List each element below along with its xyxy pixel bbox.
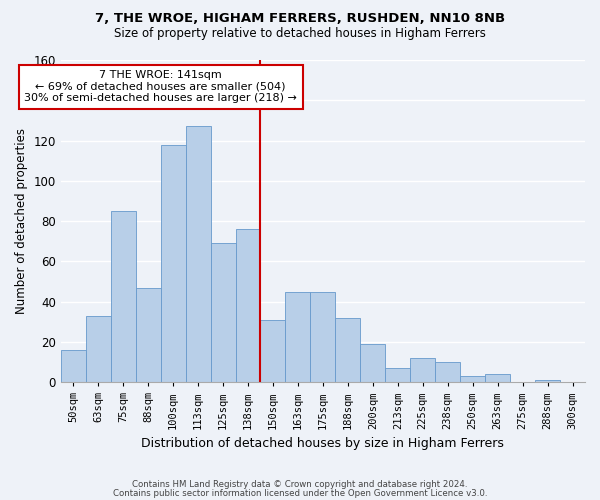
Bar xyxy=(460,376,485,382)
Bar xyxy=(236,229,260,382)
Bar xyxy=(111,211,136,382)
Bar xyxy=(161,144,185,382)
Text: Contains public sector information licensed under the Open Government Licence v3: Contains public sector information licen… xyxy=(113,488,487,498)
Text: Size of property relative to detached houses in Higham Ferrers: Size of property relative to detached ho… xyxy=(114,28,486,40)
Bar xyxy=(86,316,111,382)
Bar xyxy=(435,362,460,382)
Bar xyxy=(286,292,310,382)
Bar xyxy=(485,374,510,382)
Bar xyxy=(211,243,236,382)
Text: 7 THE WROE: 141sqm
← 69% of detached houses are smaller (504)
30% of semi-detach: 7 THE WROE: 141sqm ← 69% of detached hou… xyxy=(24,70,297,103)
Bar xyxy=(61,350,86,382)
Text: Contains HM Land Registry data © Crown copyright and database right 2024.: Contains HM Land Registry data © Crown c… xyxy=(132,480,468,489)
Bar xyxy=(535,380,560,382)
Bar xyxy=(310,292,335,382)
Bar xyxy=(410,358,435,382)
Bar xyxy=(361,344,385,382)
Text: 7, THE WROE, HIGHAM FERRERS, RUSHDEN, NN10 8NB: 7, THE WROE, HIGHAM FERRERS, RUSHDEN, NN… xyxy=(95,12,505,26)
Y-axis label: Number of detached properties: Number of detached properties xyxy=(15,128,28,314)
Bar xyxy=(335,318,361,382)
X-axis label: Distribution of detached houses by size in Higham Ferrers: Distribution of detached houses by size … xyxy=(142,437,505,450)
Bar xyxy=(385,368,410,382)
Bar xyxy=(185,126,211,382)
Bar xyxy=(260,320,286,382)
Bar xyxy=(136,288,161,382)
